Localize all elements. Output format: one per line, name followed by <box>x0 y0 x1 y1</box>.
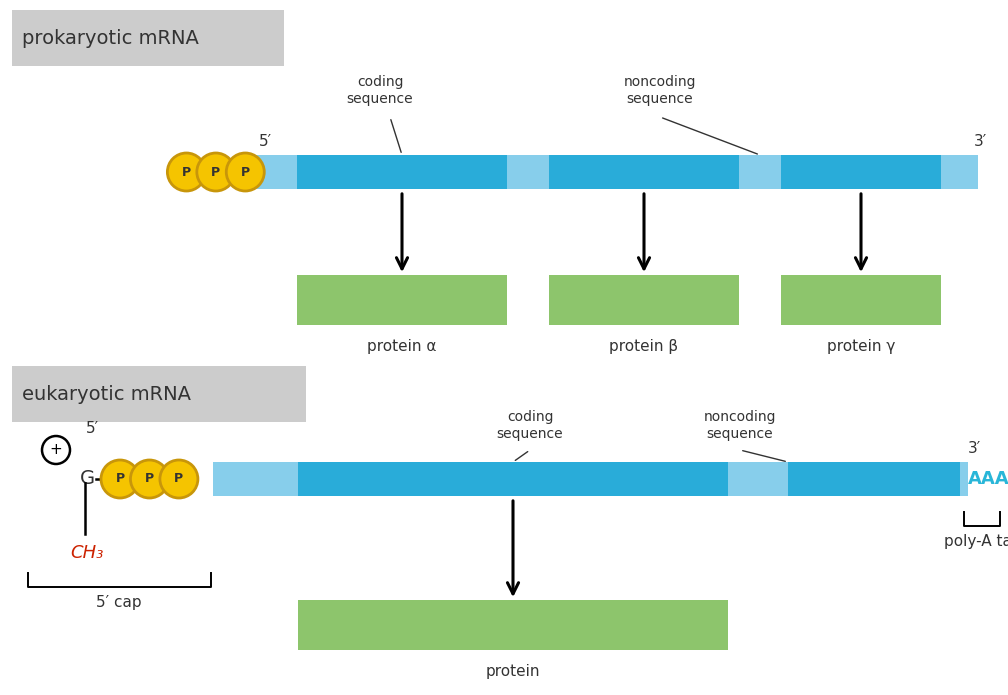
Text: 5′: 5′ <box>259 134 272 149</box>
Circle shape <box>42 436 70 464</box>
Text: coding
sequence: coding sequence <box>347 75 413 106</box>
Bar <box>781 155 941 189</box>
Text: G: G <box>80 470 95 489</box>
Bar <box>549 275 739 325</box>
Bar <box>297 275 507 325</box>
Text: P: P <box>116 473 125 486</box>
Circle shape <box>160 460 198 498</box>
Text: P: P <box>181 165 191 179</box>
Bar <box>298 600 728 650</box>
Bar <box>960 462 968 496</box>
Bar <box>941 155 978 189</box>
Text: 5′: 5′ <box>86 421 99 436</box>
Circle shape <box>167 153 206 191</box>
Bar <box>788 462 968 496</box>
Bar <box>507 155 549 189</box>
Circle shape <box>197 153 235 191</box>
Bar <box>739 155 781 189</box>
Text: AAAAA: AAAAA <box>968 470 1008 488</box>
Circle shape <box>226 153 264 191</box>
Circle shape <box>130 460 168 498</box>
Text: protein: protein <box>486 664 540 679</box>
Text: P: P <box>145 473 154 486</box>
Bar <box>297 155 507 189</box>
FancyBboxPatch shape <box>12 10 284 66</box>
Text: 3′: 3′ <box>974 134 987 149</box>
Text: protein α: protein α <box>367 339 436 354</box>
Bar <box>781 275 941 325</box>
Text: noncoding
sequence: noncoding sequence <box>704 410 776 441</box>
Text: P: P <box>241 165 250 179</box>
Bar <box>549 155 739 189</box>
Circle shape <box>101 460 139 498</box>
Text: P: P <box>212 165 221 179</box>
Text: prokaryotic mRNA: prokaryotic mRNA <box>22 28 199 47</box>
Text: coding
sequence: coding sequence <box>497 410 563 441</box>
Text: protein γ: protein γ <box>827 339 895 354</box>
Text: 5′ cap: 5′ cap <box>96 595 142 610</box>
Text: CH₃: CH₃ <box>70 544 104 562</box>
Bar <box>298 462 728 496</box>
FancyBboxPatch shape <box>12 366 306 422</box>
Bar <box>213 462 298 496</box>
Text: eukaryotic mRNA: eukaryotic mRNA <box>22 384 191 404</box>
Text: 3′: 3′ <box>968 441 981 456</box>
Text: noncoding
sequence: noncoding sequence <box>624 75 697 106</box>
Text: protein β: protein β <box>610 339 678 354</box>
Text: poly-A tail: poly-A tail <box>943 534 1008 549</box>
Bar <box>255 155 297 189</box>
Text: +: + <box>49 443 62 457</box>
Text: P: P <box>174 473 183 486</box>
Bar <box>728 462 788 496</box>
